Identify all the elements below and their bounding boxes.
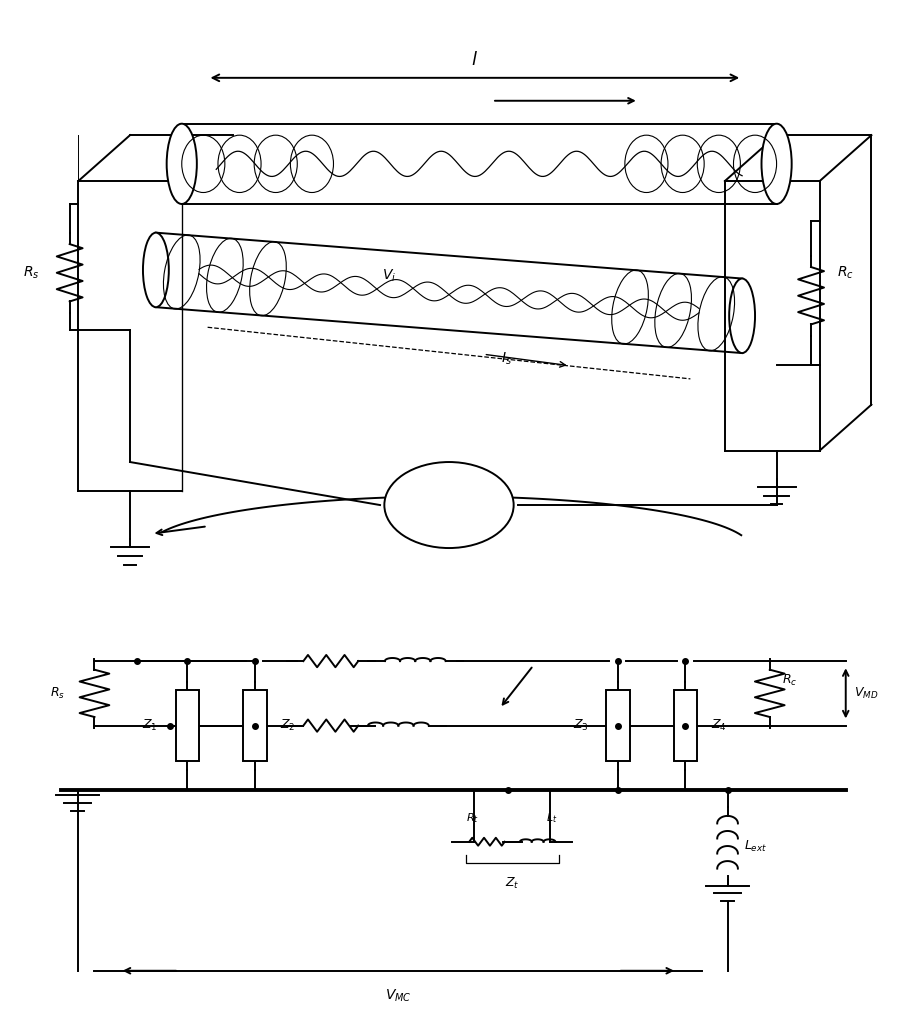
- Text: $V_{MC}$: $V_{MC}$: [385, 988, 411, 1005]
- Text: $I_s$: $I_s$: [501, 350, 512, 367]
- Text: $R_s$: $R_s$: [23, 264, 40, 281]
- Text: $L_{ext}$: $L_{ext}$: [744, 839, 768, 854]
- Text: $Z_3$: $Z_3$: [573, 718, 588, 733]
- Ellipse shape: [143, 232, 169, 307]
- Bar: [674, 690, 697, 761]
- Bar: [175, 690, 199, 761]
- Text: $L_t$: $L_t$: [546, 811, 558, 824]
- Text: $R_t$: $R_t$: [466, 811, 479, 824]
- Text: $V_{MD}$: $V_{MD}$: [854, 686, 878, 700]
- Text: $l$: $l$: [471, 51, 479, 70]
- Text: $Z_4$: $Z_4$: [710, 718, 726, 733]
- Ellipse shape: [762, 124, 792, 204]
- Text: $R_s$: $R_s$: [50, 686, 65, 700]
- Text: $Z_1$: $Z_1$: [142, 718, 158, 733]
- Ellipse shape: [729, 279, 755, 353]
- Circle shape: [384, 462, 514, 548]
- Text: $Z_t$: $Z_t$: [505, 877, 520, 891]
- Bar: [243, 690, 267, 761]
- Text: $V_{MC}$: $V_{MC}$: [437, 498, 461, 513]
- Bar: [606, 690, 629, 761]
- Text: $Z_2$: $Z_2$: [280, 718, 295, 733]
- Text: $V_i$: $V_i$: [382, 267, 396, 284]
- Text: $R_c$: $R_c$: [782, 673, 797, 688]
- Ellipse shape: [167, 124, 197, 204]
- Text: $R_c$: $R_c$: [837, 264, 854, 281]
